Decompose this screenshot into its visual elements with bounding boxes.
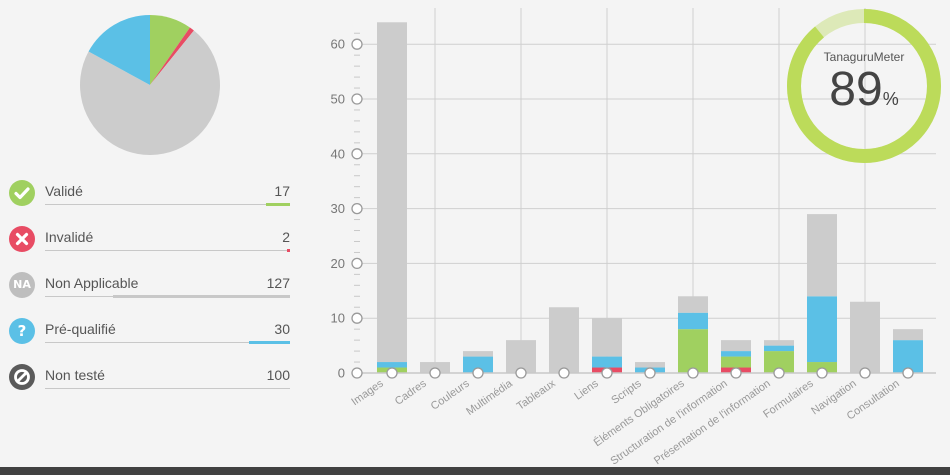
x-tick-label: Tableaux (515, 377, 558, 412)
pie-slice-pr-qualifi-[interactable] (88, 15, 150, 85)
legend-item-non-teste[interactable]: Non testé 100 (9, 364, 290, 394)
pie-slice-non-applicable[interactable] (80, 30, 221, 156)
legend-count: 127 (266, 275, 290, 291)
tanaguru-meter-ring (787, 9, 941, 163)
bar-segment[interactable] (463, 351, 493, 357)
y-tick-marker (351, 312, 363, 324)
forbidden-icon (9, 364, 35, 390)
bar-segment[interactable] (721, 356, 751, 368)
bar-segment[interactable] (377, 22, 407, 363)
legend-label: Pré-qualifié (45, 321, 116, 337)
bar-segment[interactable] (635, 362, 665, 368)
meter-value: 89% (789, 62, 939, 117)
bar-segment[interactable] (721, 340, 751, 352)
x-tick-marker (386, 367, 398, 379)
x-tick-label: Multimédia (464, 377, 515, 418)
legend-label: Non testé (45, 367, 105, 383)
legend-item-non-applicable[interactable]: NA Non Applicable 127 (9, 272, 290, 302)
legend-count: 17 (274, 183, 290, 199)
legend-divider (45, 250, 290, 251)
x-tick-label: Images (349, 377, 386, 408)
bar-segment[interactable] (592, 356, 622, 368)
x-tick-marker (601, 367, 613, 379)
meter-unit: % (882, 89, 899, 109)
y-tick-label: 10 (331, 311, 345, 326)
x-tick-label: Liens (572, 377, 601, 402)
legend-count: 30 (274, 321, 290, 337)
bar-segment[interactable] (764, 340, 794, 346)
x-tick-marker (730, 367, 742, 379)
bar-segment[interactable] (807, 296, 837, 363)
x-tick-marker (773, 367, 785, 379)
bar-segment[interactable] (463, 356, 493, 373)
bar-segment[interactable] (764, 345, 794, 352)
pie-slice-valid-[interactable] (150, 15, 190, 85)
bar-segment[interactable] (377, 362, 407, 368)
meter-progress (787, 9, 941, 163)
x-tick-marker (859, 367, 871, 379)
bar-segment[interactable] (721, 351, 751, 357)
results-pie-chart (80, 15, 221, 156)
x-tick-marker (429, 367, 441, 379)
x-tick-marker (472, 367, 484, 379)
x-tick-marker (558, 367, 570, 379)
legend-divider (45, 388, 290, 389)
legend-divider (45, 342, 290, 343)
y-tick-marker (351, 93, 363, 105)
legend-progress (266, 203, 290, 206)
legend-progress (287, 249, 290, 252)
legend-progress (249, 341, 290, 344)
footer-bar (0, 467, 950, 475)
y-tick-label: 50 (331, 92, 345, 107)
legend-progress (113, 295, 290, 298)
y-tick-label: 40 (331, 146, 345, 161)
bar-segment[interactable] (807, 214, 837, 297)
check-icon (9, 180, 35, 206)
y-tick-marker (351, 148, 363, 160)
bar-segment[interactable] (893, 329, 923, 341)
x-tick-label: Cadres (393, 377, 429, 407)
y-tick-label: 0 (338, 366, 345, 381)
x-tick-marker (816, 367, 828, 379)
x-tick-label: Scripts (609, 377, 644, 406)
legend-item-valide[interactable]: Validé 17 (9, 180, 290, 210)
pie-slice-invalid-[interactable] (150, 27, 194, 85)
bar-segment[interactable] (678, 329, 708, 373)
y-tick-marker (351, 367, 363, 379)
legend-label: Non Applicable (45, 275, 139, 291)
question-icon: ? (9, 318, 35, 344)
y-tick-label: 20 (331, 256, 345, 271)
legend-count: 100 (266, 367, 290, 383)
y-tick-marker (351, 257, 363, 270)
x-tick-marker (515, 367, 527, 379)
meter-number: 89 (829, 63, 883, 116)
x-tick-marker (687, 367, 699, 379)
bar-segment[interactable] (592, 318, 622, 357)
x-tick-marker (902, 367, 914, 379)
bar-segment[interactable] (678, 312, 708, 330)
y-tick-marker (351, 38, 363, 50)
cross-icon (9, 226, 35, 252)
legend-divider (45, 204, 290, 205)
y-tick-label: 30 (331, 201, 345, 216)
legend-label: Validé (45, 183, 83, 199)
legend-item-invalide[interactable]: Invalidé 2 (9, 226, 290, 256)
na-icon: NA (9, 272, 35, 298)
legend-label: Invalidé (45, 229, 94, 245)
y-tick-label: 60 (331, 37, 345, 52)
bar-segment[interactable] (549, 307, 579, 373)
legend-item-pre-qualifie[interactable]: ? Pré-qualifié 30 (9, 318, 290, 348)
bar-segment[interactable] (678, 296, 708, 313)
meter-title: TanaguruMeter (823, 50, 905, 64)
y-tick-marker (351, 202, 363, 215)
x-tick-marker (644, 367, 656, 379)
bar-segment[interactable] (850, 301, 880, 373)
legend-count: 2 (282, 229, 290, 245)
bar-segment[interactable] (764, 351, 794, 373)
